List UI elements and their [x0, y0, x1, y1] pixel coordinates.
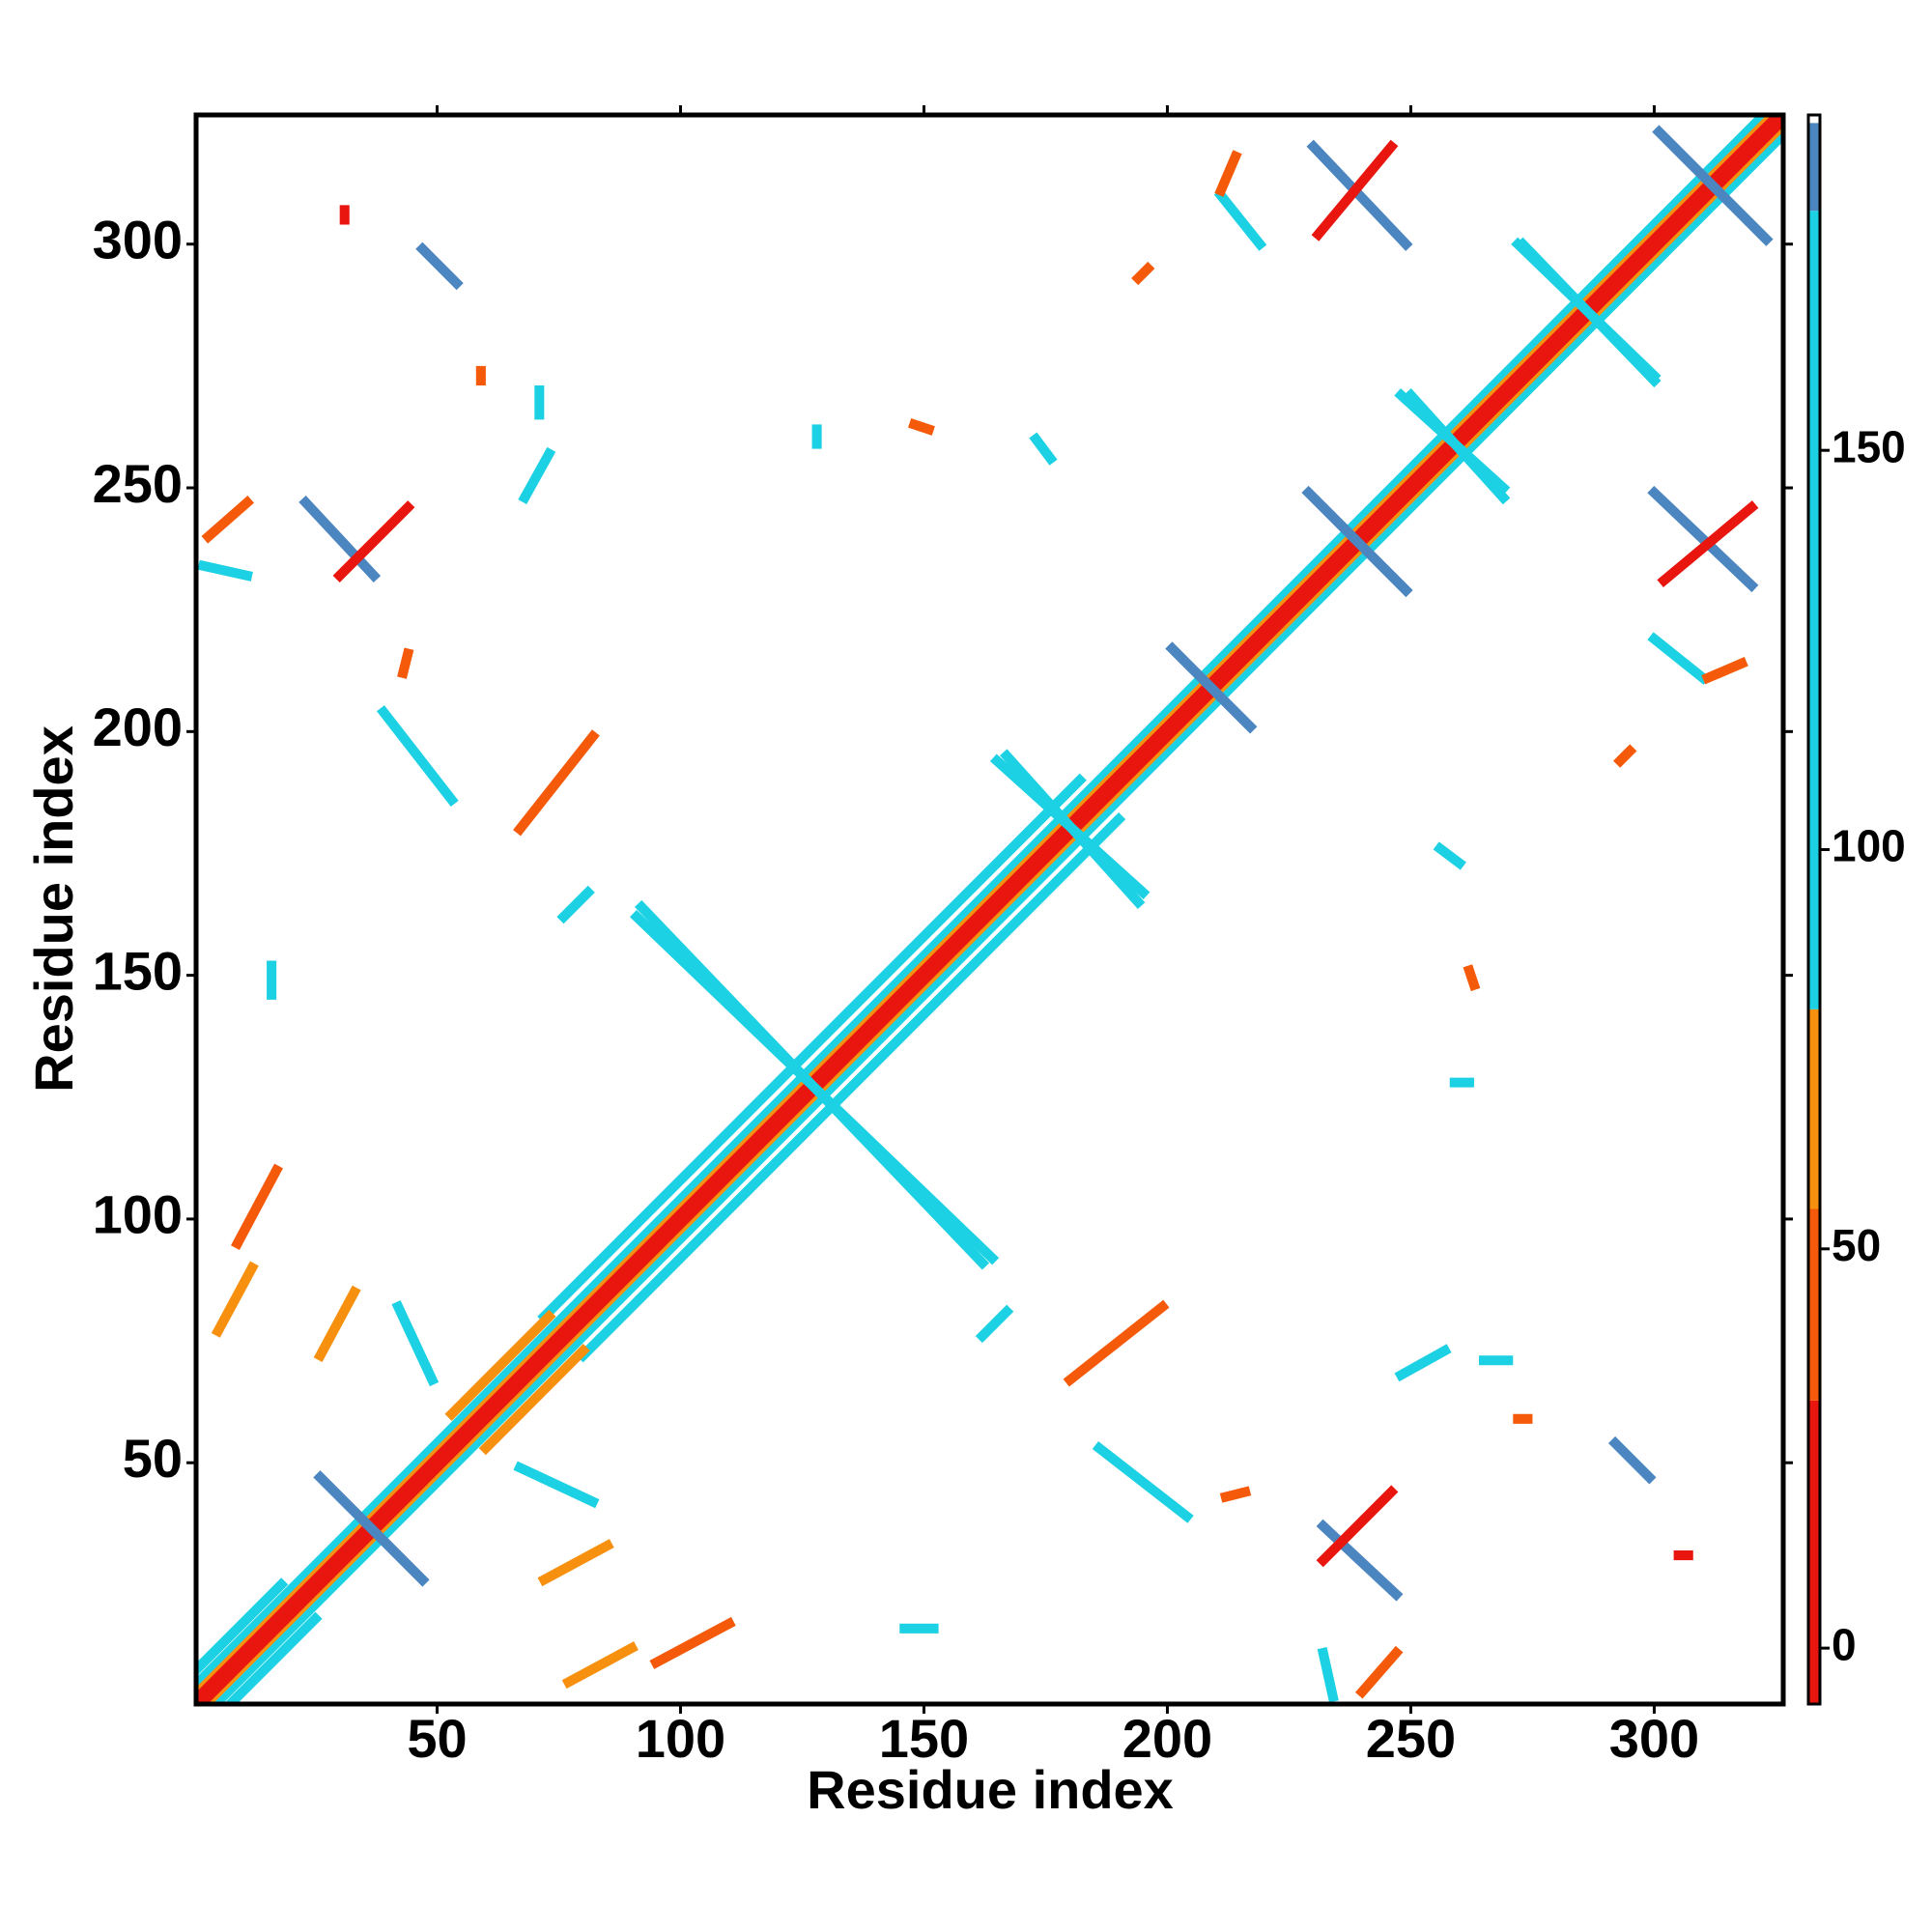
contact-cell [908, 418, 935, 436]
contact-cell [1092, 1441, 1194, 1523]
contact-cell [1701, 657, 1748, 685]
colorbar-band [1808, 1208, 1820, 1401]
contact-cell [1219, 1486, 1252, 1503]
y-tick-label: 300 [93, 210, 183, 270]
contact-cell [1657, 500, 1759, 587]
contact-cell [313, 1285, 361, 1363]
y-tick-label: 50 [123, 1428, 183, 1489]
contact-cell [231, 1163, 283, 1250]
contact-cell [1404, 388, 1511, 505]
contact-cell [376, 705, 459, 808]
contact-cell [298, 496, 382, 582]
contact-cell [211, 129, 1783, 1704]
colorbar-tick-label: 50 [1832, 1220, 1881, 1270]
contact-cell [649, 1616, 736, 1669]
x-tick-label: 250 [1366, 1708, 1456, 1769]
y-tick-label: 150 [93, 940, 183, 1001]
colorbar-frame [1806, 113, 1822, 1706]
contact-cell [1165, 641, 1258, 734]
contact-cell [635, 899, 990, 1270]
contact-cell [561, 1641, 639, 1690]
contact-cell [1394, 1344, 1452, 1382]
x-tick-label: 50 [407, 1708, 467, 1769]
contact-cell [1613, 744, 1637, 768]
contact-cell [415, 242, 464, 291]
contact-cell [1354, 1645, 1404, 1699]
contact-cell [975, 1304, 1014, 1344]
contact-cell [196, 115, 1769, 1690]
y-tick-label: 250 [93, 453, 183, 514]
contact-cell [1311, 139, 1399, 242]
contact-cell [1316, 1519, 1404, 1602]
colorbar-band [1808, 1009, 1820, 1209]
contact-cell [1301, 485, 1413, 598]
x-tick-label: 300 [1609, 1708, 1699, 1769]
contact-cell [444, 1309, 556, 1421]
contact-cell [556, 885, 595, 924]
contact-cell [1652, 125, 1774, 246]
contact-cell [1516, 237, 1662, 388]
y-tick-label: 100 [93, 1184, 183, 1245]
colorbar-band [1808, 123, 1820, 212]
contact-cell [1214, 150, 1242, 197]
contact-cell [196, 115, 1783, 1704]
contact-cell [1213, 188, 1267, 251]
contact-cell [478, 1344, 590, 1456]
colorbar-band [1808, 211, 1820, 1009]
colorbar-band [1808, 115, 1820, 124]
contact-cell [1607, 1435, 1657, 1485]
contact-cell [1131, 261, 1155, 286]
contact-cell [197, 559, 253, 582]
contact-cell [1029, 432, 1058, 466]
plot-frame [193, 112, 1786, 1707]
contact-cell [1317, 1647, 1339, 1703]
contact-cell [513, 729, 600, 837]
x-tick-label: 150 [879, 1708, 969, 1769]
x-tick-label: 200 [1122, 1708, 1212, 1769]
contact-cell [537, 773, 1087, 1323]
contact-cell [1647, 485, 1759, 593]
contact-cell [313, 1470, 430, 1587]
contact-cell [513, 1461, 600, 1509]
contact-cell [576, 812, 1126, 1363]
contact-cell [1063, 1299, 1170, 1387]
contact-cell [1463, 964, 1481, 992]
contact-cell [1647, 632, 1710, 685]
heatmap-cells [196, 115, 1783, 1704]
contact-cell [1306, 139, 1413, 251]
contact-cell [518, 446, 556, 504]
contact-cell [201, 496, 255, 544]
contact-cell [1316, 1485, 1399, 1568]
contact-cell [397, 647, 414, 679]
contact-cell [196, 1577, 289, 1675]
y-tick-label: 200 [93, 696, 183, 757]
contact-cell [1433, 841, 1466, 870]
contact-cell [225, 1611, 323, 1704]
contact-cell [1000, 749, 1146, 910]
colorbar-tick-label: 150 [1832, 421, 1906, 471]
x-axis-title: Residue index [807, 1759, 1174, 1820]
colorbar-tick-label: 0 [1832, 1619, 1857, 1669]
colorbar-tick-label: 100 [1832, 821, 1906, 871]
contact-cell [332, 500, 415, 582]
contact-cell [391, 1300, 440, 1387]
contact-cell [211, 1261, 259, 1338]
contact-cell [537, 1539, 614, 1587]
x-tick-label: 100 [636, 1708, 725, 1769]
y-axis-title: Residue index [23, 725, 84, 1093]
colorbar-band [1808, 1400, 1820, 1704]
contact-cell [196, 115, 1783, 1704]
